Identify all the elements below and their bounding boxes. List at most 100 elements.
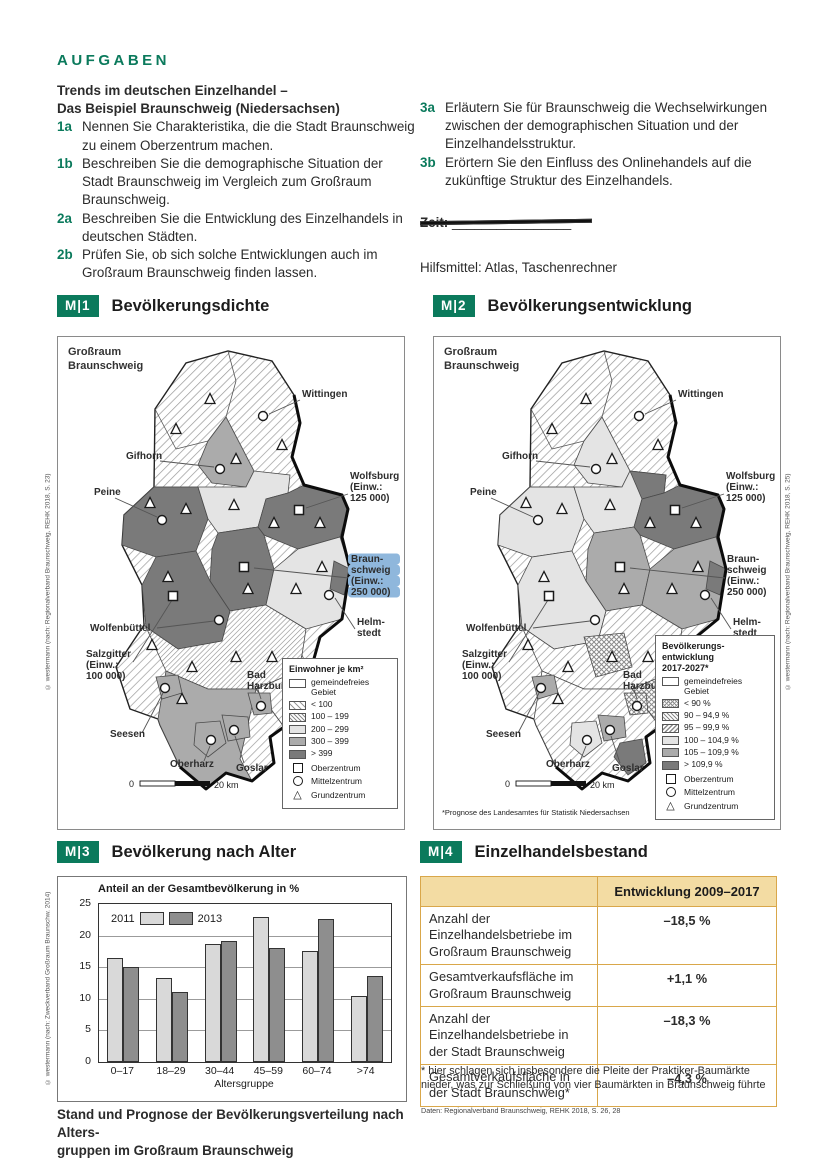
x-tick-label: 0–17 bbox=[110, 1065, 134, 1077]
label-leader-line bbox=[644, 399, 677, 415]
map-city-label: (Einw.: bbox=[462, 660, 494, 671]
district bbox=[329, 560, 351, 596]
braunschweig-highlight bbox=[348, 575, 400, 587]
swatch-white bbox=[662, 677, 679, 687]
grundzentrum-symbol bbox=[603, 498, 617, 511]
grundzentrum-symbol bbox=[179, 502, 193, 515]
m3-copyright: © westermann (nach: Zweckverband Großrau… bbox=[44, 891, 52, 1085]
legend-series-2013: 2013 bbox=[197, 912, 223, 925]
tasks-title-line1: Trends im deutschen Einzelhandel – bbox=[57, 83, 288, 98]
scalebar-black bbox=[175, 781, 210, 786]
m2-copyright: © westermann (nach: Regionalverband Brau… bbox=[784, 473, 792, 691]
region-label-line2: Braunschweig bbox=[68, 360, 144, 373]
bar-2011->74 bbox=[350, 995, 367, 1062]
oberzentrum-symbol bbox=[543, 590, 555, 602]
label-leader-line bbox=[305, 493, 349, 509]
district-boundary bbox=[207, 416, 227, 442]
caption-line1: Stand und Prognose der Bevölkerungsverte… bbox=[57, 1107, 404, 1141]
label-leader-line bbox=[268, 399, 301, 415]
grundzentrum-symbol bbox=[203, 392, 217, 405]
map-city-label: 250 000) bbox=[727, 587, 766, 598]
map-city-label: Wittingen bbox=[678, 389, 723, 400]
caption-line2: gruppen im Großraum Braunschweig bbox=[57, 1143, 294, 1159]
legend-label: 95 – 99,9 % bbox=[684, 722, 730, 733]
swatch-white bbox=[289, 678, 306, 688]
map-city-label: Oberharz bbox=[170, 759, 214, 770]
label-leader-line bbox=[203, 745, 211, 762]
legend-entry: gemeindefreies Gebiet bbox=[662, 676, 768, 697]
district-boundary bbox=[551, 440, 585, 450]
district bbox=[583, 632, 633, 678]
legend-symbol-entry: Grundzentrum bbox=[662, 801, 768, 811]
legend-title-line: entwicklung bbox=[662, 652, 715, 663]
task-2a: 2a Beschreiben Sie die Entwicklung des E… bbox=[57, 210, 415, 246]
map-city-label: schweig bbox=[351, 565, 390, 576]
map-city-label: Wolfsburg bbox=[726, 471, 775, 482]
grundzentrum-symbol bbox=[665, 582, 679, 595]
legend-title-line: Bevölkerungs- bbox=[662, 641, 725, 652]
legend-label: < 90 % bbox=[684, 697, 711, 708]
table-header-row: Entwicklung 2009–2017 bbox=[420, 876, 777, 907]
legend-entry: 100 – 104,9 % bbox=[662, 735, 768, 746]
map-city-label: Harzburg bbox=[623, 681, 667, 692]
district-boundary bbox=[530, 408, 553, 450]
map-city-label: Seesen bbox=[110, 729, 145, 740]
m4-footnote: * hier schlagen sich insbesondere die Pl… bbox=[421, 1065, 766, 1092]
label-leader-line bbox=[132, 599, 173, 663]
y-tick-label: 20 bbox=[79, 928, 91, 941]
legend-entry: < 100 bbox=[289, 699, 391, 710]
chart-x-axis: 0–17 18–29 30–44 45–59 60–74 >74 bbox=[98, 1065, 390, 1078]
mittelzentrum-symbol bbox=[633, 410, 645, 422]
legend-entry: 100 – 199 bbox=[289, 712, 391, 722]
m4-title: Einzelhandelsbestand bbox=[474, 842, 648, 861]
gridline bbox=[99, 998, 391, 1000]
gridline bbox=[99, 935, 391, 937]
legend-label: gemeindefreies Gebiet bbox=[311, 677, 370, 697]
district-boundary bbox=[227, 350, 237, 382]
legend-label: Mittelzentrum bbox=[311, 776, 363, 786]
m1-header: M|1 Bevölkerungsdichte bbox=[57, 295, 269, 317]
label-leader-line bbox=[629, 567, 726, 579]
hilfsmittel-note: Hilfsmittel: Atlas, Taschenrechner bbox=[420, 260, 617, 276]
label-leader-line bbox=[159, 460, 215, 468]
map-city-label: Helm- bbox=[357, 617, 385, 628]
task-2b: 2b Prüfen Sie, ob sich solche Entwicklun… bbox=[57, 246, 415, 282]
grundzentrum-symbol bbox=[241, 582, 255, 595]
mittelzentrum-symbol bbox=[159, 682, 171, 694]
bar-2013-18–29 bbox=[172, 992, 188, 1062]
map-city-label: Wolfsburg bbox=[350, 471, 399, 482]
grundzentrum-symbol bbox=[689, 516, 703, 529]
m1-copyright: © westermann (nach: Regionalverband Brau… bbox=[44, 473, 52, 691]
legend-entry: gemeindefreies Gebiet bbox=[289, 677, 391, 698]
grundzentrum-symbol bbox=[185, 660, 199, 673]
legend-symbol-entry: Grundzentrum bbox=[289, 790, 391, 800]
map-city-label: (Einw.: bbox=[726, 482, 758, 493]
grundzentrum-symbol bbox=[229, 650, 243, 663]
task-number: 3a bbox=[420, 100, 435, 115]
district bbox=[705, 560, 727, 596]
m3-caption: Stand und Prognose der Bevölkerungsverte… bbox=[57, 1106, 413, 1160]
grundzentrum-symbol bbox=[175, 692, 189, 705]
oberzentrum-symbol bbox=[669, 504, 681, 516]
grundzentrum-symbol bbox=[643, 516, 657, 529]
mittelzentrum-symbol bbox=[532, 514, 544, 526]
y-tick-label: 25 bbox=[79, 897, 91, 909]
legend-label: > 399 bbox=[311, 748, 333, 759]
row-label: Gesamtverkaufsfläche im Großraum Braunsc… bbox=[420, 964, 598, 1007]
mittelzentrum-symbol bbox=[323, 589, 335, 601]
swatch-hatch-dense bbox=[289, 712, 306, 722]
mittelzentrum-symbol bbox=[604, 724, 616, 736]
table-row: Anzahl der Einzelhandelsbetriebe in der … bbox=[420, 1005, 777, 1066]
bar-2011-45–59 bbox=[253, 916, 270, 1062]
label-leader-line bbox=[334, 597, 356, 630]
bar-2013-0–17 bbox=[123, 967, 140, 1062]
swatch-gray-dark bbox=[662, 760, 679, 770]
grundzentrum-symbol bbox=[267, 516, 281, 529]
grundzentrum-symbol bbox=[169, 422, 183, 435]
oberzentrum-icon bbox=[289, 762, 306, 773]
row-value: +1,1 % bbox=[597, 964, 777, 1007]
task-number: 2a bbox=[57, 210, 72, 226]
map-city-label: Peine bbox=[94, 487, 121, 498]
y-tick-label: 5 bbox=[85, 1023, 91, 1036]
